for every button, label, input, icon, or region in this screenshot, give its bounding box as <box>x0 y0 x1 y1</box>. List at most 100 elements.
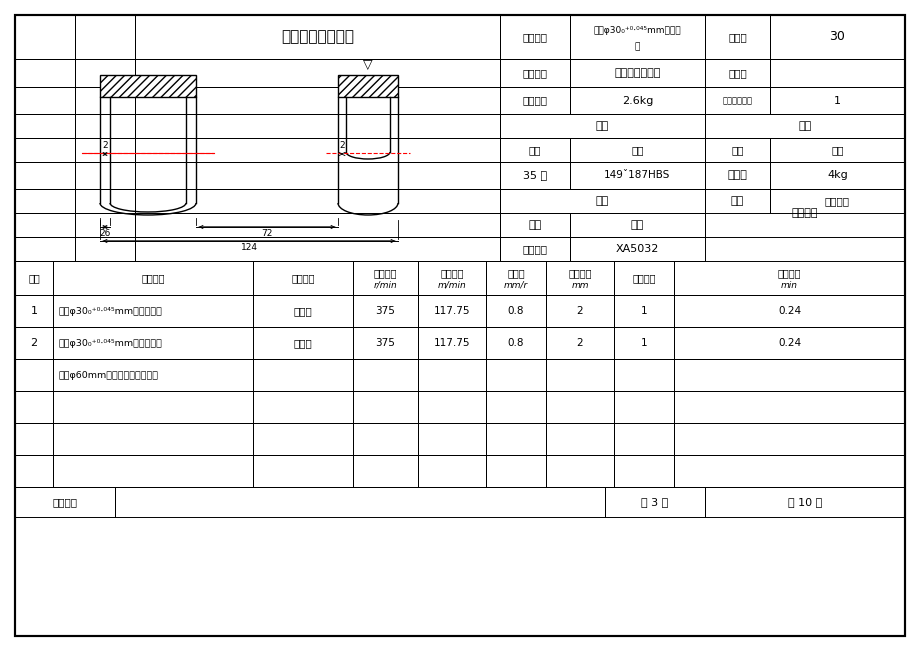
Text: 模锻造: 模锻造 <box>727 171 746 180</box>
Text: 后钢板弹簧吊耳: 后钢板弹簧吊耳 <box>614 68 660 78</box>
Text: 零件号: 零件号 <box>727 68 746 78</box>
Text: 名称: 名称 <box>528 220 541 230</box>
Bar <box>253 261 353 295</box>
Text: 117.75: 117.75 <box>433 338 470 348</box>
Text: 工艺装备: 工艺装备 <box>291 273 314 283</box>
Text: ▽: ▽ <box>363 59 372 72</box>
Text: 切削深度: 切削深度 <box>568 268 591 278</box>
Bar <box>417 327 485 359</box>
Bar <box>570 15 704 59</box>
Text: 2.6kg: 2.6kg <box>621 96 652 105</box>
Bar <box>15 87 75 114</box>
Text: 30: 30 <box>829 31 845 44</box>
Text: 硬度: 硬度 <box>630 145 643 155</box>
Text: 粗铣φ30₀⁺⁰⋅⁰⁴⁵mm孔左内侧面: 粗铣φ30₀⁺⁰⋅⁰⁴⁵mm孔左内侧面 <box>59 307 163 316</box>
Text: 牌号: 牌号 <box>528 145 540 155</box>
Text: 辅助工具: 辅助工具 <box>824 196 849 206</box>
Bar <box>570 237 704 261</box>
Bar <box>674 295 904 327</box>
Bar <box>353 359 417 391</box>
Text: 375: 375 <box>375 338 395 348</box>
Text: 1: 1 <box>834 96 840 105</box>
Bar <box>545 455 613 487</box>
Text: 材料: 材料 <box>596 121 608 131</box>
Text: 重量: 重量 <box>831 145 843 155</box>
Bar <box>545 295 613 327</box>
Text: 共 10 页: 共 10 页 <box>787 497 822 507</box>
Text: 375: 375 <box>375 306 395 316</box>
Text: 切削速度: 切削速度 <box>440 268 463 278</box>
Bar <box>253 455 353 487</box>
Bar <box>545 359 613 391</box>
Bar <box>53 261 253 295</box>
Bar <box>485 359 545 391</box>
Text: 机械加工工序卡片: 机械加工工序卡片 <box>280 29 354 44</box>
Bar <box>485 295 545 327</box>
Bar <box>15 261 53 295</box>
Bar <box>485 423 545 455</box>
Bar <box>499 114 704 138</box>
Text: 毛坯: 毛坯 <box>798 121 811 131</box>
Bar <box>674 359 904 391</box>
Bar <box>75 87 135 114</box>
Text: 2: 2 <box>102 141 108 150</box>
Bar <box>353 261 417 295</box>
Text: 端铣刀: 端铣刀 <box>293 306 312 316</box>
Bar <box>53 455 253 487</box>
Bar <box>499 138 570 162</box>
Bar <box>769 59 904 87</box>
Bar <box>674 391 904 423</box>
Text: min: min <box>780 281 797 290</box>
Bar <box>704 114 904 138</box>
Bar <box>135 87 499 114</box>
Bar <box>135 162 499 189</box>
Text: 工序名称: 工序名称 <box>522 32 547 42</box>
Bar <box>674 423 904 455</box>
Text: 进给量: 进给量 <box>506 268 524 278</box>
Bar <box>769 162 904 189</box>
Bar <box>15 162 75 189</box>
Bar <box>253 359 353 391</box>
Bar <box>53 295 253 327</box>
Bar <box>570 213 704 237</box>
Bar <box>613 455 674 487</box>
Bar <box>53 327 253 359</box>
Bar <box>53 391 253 423</box>
Text: 粗铣φ30₀⁺⁰⋅⁰⁴⁵mm孔内侧: 粗铣φ30₀⁺⁰⋅⁰⁴⁵mm孔内侧 <box>593 26 681 35</box>
Bar <box>545 261 613 295</box>
Text: 2: 2 <box>30 338 38 348</box>
Bar <box>570 138 704 162</box>
Bar <box>417 455 485 487</box>
Text: 0.8: 0.8 <box>507 306 524 316</box>
Text: 2: 2 <box>576 306 583 316</box>
Text: 指导老师: 指导老师 <box>52 497 77 507</box>
Bar <box>353 391 417 423</box>
Bar <box>15 189 75 213</box>
Bar <box>75 114 135 138</box>
Text: 72: 72 <box>261 229 272 238</box>
Bar <box>545 327 613 359</box>
Text: 149ˇ187HBS: 149ˇ187HBS <box>604 171 670 180</box>
Bar <box>353 423 417 455</box>
Bar <box>15 237 75 261</box>
Bar <box>253 295 353 327</box>
Bar <box>485 261 545 295</box>
Text: 工步内容: 工步内容 <box>142 273 165 283</box>
Bar <box>135 213 499 237</box>
Bar <box>253 423 353 455</box>
Bar <box>613 327 674 359</box>
Bar <box>674 261 904 295</box>
Text: 基本工时: 基本工时 <box>777 268 800 278</box>
Bar <box>485 455 545 487</box>
Bar <box>570 87 704 114</box>
Bar <box>417 423 485 455</box>
Bar <box>53 359 253 391</box>
Text: 零件名称: 零件名称 <box>522 68 547 78</box>
Text: mm: mm <box>571 281 588 290</box>
Text: 端铣刀: 端铣刀 <box>293 338 312 348</box>
Text: 1: 1 <box>640 338 647 348</box>
Bar <box>485 391 545 423</box>
Text: 124: 124 <box>240 243 257 251</box>
Bar <box>75 189 135 213</box>
Bar <box>15 487 115 517</box>
